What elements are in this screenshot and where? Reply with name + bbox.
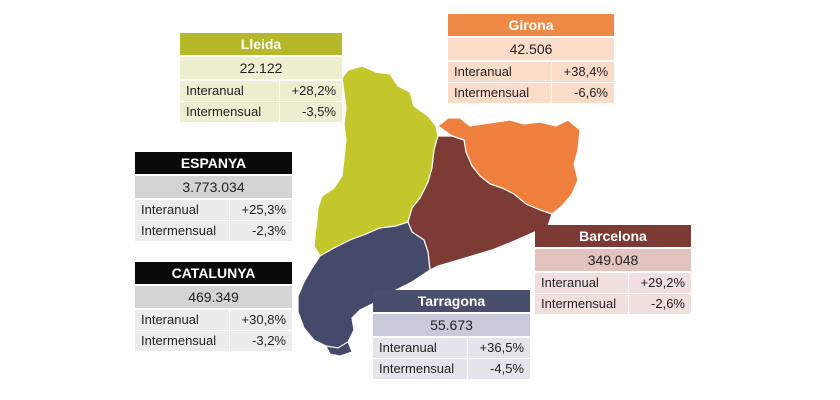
row-value: -3,5% [279,102,342,122]
row-value: -2,6% [628,294,691,314]
row-value: +25,3% [229,200,292,220]
card-total: 42.506 [448,38,614,60]
row-value: +38,4% [551,62,614,82]
card-barcelona: Barcelona 349.048 Interanual +29,2% Inte… [535,225,691,314]
row-label: Interanual [186,83,244,98]
card-title: Tarragona [373,290,530,312]
row-label: Intermensual [141,333,217,348]
card-lleida: Lleida 22.122 Interanual +28,2% Intermen… [180,33,342,122]
row-value: -6,6% [551,83,614,103]
row-label: Intermensual [541,296,617,311]
row-label: Intermensual [141,223,217,238]
card-total: 22.122 [180,57,342,79]
row-label: Interanual [454,64,512,79]
card-total: 55.673 [373,314,530,336]
row-interanual: Interanual +30,8% [135,310,292,330]
row-label: Interanual [541,275,599,290]
row-interanual: Interanual +28,2% [180,81,342,101]
row-label: Intermensual [379,361,455,376]
row-value: +30,8% [229,310,292,330]
ebro-delta [325,341,353,357]
row-value: +28,2% [279,81,342,101]
card-total: 349.048 [535,249,691,271]
row-interanual: Interanual +25,3% [135,200,292,220]
card-title: Barcelona [535,225,691,247]
row-interanual: Interanual +29,2% [535,273,691,293]
card-total: 469.349 [135,286,292,308]
row-label: Intermensual [454,85,530,100]
card-girona: Girona 42.506 Interanual +38,4% Intermen… [448,14,614,103]
card-title: Lleida [180,33,342,55]
card-title: CATALUNYA [135,262,292,284]
row-intermensual: Intermensual -4,5% [373,359,530,379]
card-tarragona: Tarragona 55.673 Interanual +36,5% Inter… [373,290,530,379]
card-total: 3.773.034 [135,176,292,198]
row-value: +36,5% [467,338,530,358]
row-interanual: Interanual +36,5% [373,338,530,358]
row-interanual: Interanual +38,4% [448,62,614,82]
row-intermensual: Intermensual -6,6% [448,83,614,103]
row-label: Intermensual [186,104,262,119]
card-catalunya: CATALUNYA 469.349 Interanual +30,8% Inte… [135,262,292,351]
row-value: -3,2% [229,331,292,351]
region-barcelona [407,135,553,271]
row-value: +29,2% [628,273,691,293]
row-intermensual: Intermensual -2,3% [135,221,292,241]
card-title: ESPANYA [135,152,292,174]
row-value: -4,5% [467,359,530,379]
card-title: Girona [448,14,614,36]
row-intermensual: Intermensual -3,5% [180,102,342,122]
row-label: Interanual [141,312,199,327]
card-espanya: ESPANYA 3.773.034 Interanual +25,3% Inte… [135,152,292,241]
row-intermensual: Intermensual -2,6% [535,294,691,314]
row-label: Interanual [141,202,199,217]
row-value: -2,3% [229,221,292,241]
row-intermensual: Intermensual -3,2% [135,331,292,351]
row-label: Interanual [379,340,437,355]
